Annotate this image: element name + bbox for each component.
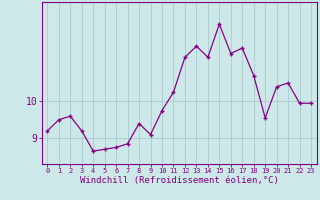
X-axis label: Windchill (Refroidissement éolien,°C): Windchill (Refroidissement éolien,°C): [80, 176, 279, 185]
